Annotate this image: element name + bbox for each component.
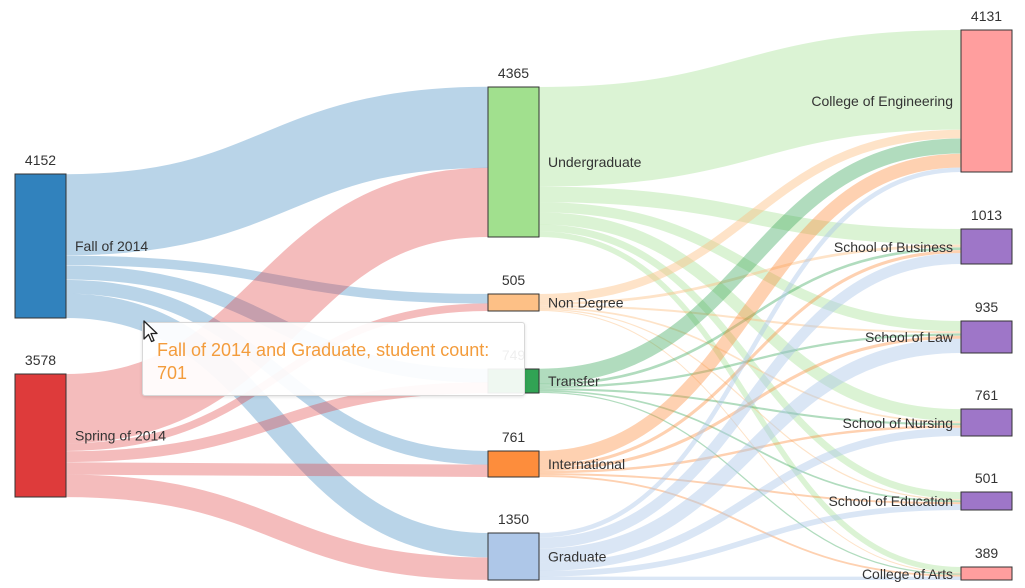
nodes-layer <box>14 29 1013 581</box>
link-transfer-to-nursing[interactable] <box>538 388 962 426</box>
link-undergraduate-to-education[interactable] <box>538 224 962 500</box>
node-fall[interactable] <box>14 173 67 319</box>
node-engineering[interactable] <box>960 29 1013 173</box>
link-undergraduate-to-arts[interactable] <box>538 231 962 573</box>
labels-layer: 4152 Fall of 2014 3578 Spring of 2014 4365 Un… <box>25 8 1002 582</box>
node-label-international: International <box>548 456 625 472</box>
tooltip-text: Fall of 2014 and Graduate, student count… <box>157 340 490 383</box>
link-international-to-arts[interactable] <box>538 475 962 577</box>
node-value-spring: 3578 <box>25 352 56 368</box>
node-arts[interactable] <box>960 566 1013 581</box>
node-value-nursing: 761 <box>975 387 999 403</box>
link-transfer-to-law[interactable] <box>538 333 962 389</box>
node-non-degree[interactable] <box>487 293 540 312</box>
node-label-non-degree: Non Degree <box>548 295 624 311</box>
node-value-engineering: 4131 <box>971 8 1002 24</box>
node-value-fall: 4152 <box>25 152 56 168</box>
node-spring[interactable] <box>14 373 67 498</box>
link-graduate-to-engineering[interactable] <box>538 167 962 538</box>
node-value-arts: 389 <box>975 545 999 561</box>
node-label-undergraduate: Undergraduate <box>548 154 642 170</box>
link-non_degree-to-education[interactable] <box>538 308 962 501</box>
node-value-education: 501 <box>975 470 999 486</box>
node-label-business: School of Business <box>834 239 953 255</box>
link-international-to-business[interactable] <box>538 250 962 468</box>
node-value-law: 935 <box>975 299 999 315</box>
link-fall-to-undergraduate[interactable] <box>65 86 489 256</box>
node-label-arts: College of Arts <box>862 566 953 582</box>
node-international[interactable] <box>487 450 540 478</box>
link-non_degree-to-nursing[interactable] <box>538 307 962 424</box>
tooltip: Fall of 2014 and Graduate, student count… <box>142 322 525 396</box>
link-spring-to-international[interactable] <box>65 462 489 478</box>
node-undergraduate[interactable] <box>487 86 540 238</box>
node-education[interactable] <box>960 491 1013 511</box>
node-business[interactable] <box>960 228 1013 265</box>
link-spring-to-undergraduate[interactable] <box>65 167 489 444</box>
link-transfer-to-business[interactable] <box>538 247 962 387</box>
link-graduate-to-nursing[interactable] <box>538 427 962 571</box>
node-label-graduate: Graduate <box>548 549 607 565</box>
link-non_degree-to-engineering[interactable] <box>538 129 962 303</box>
node-label-law: School of Law <box>865 329 954 345</box>
link-international-to-engineering[interactable] <box>538 153 962 465</box>
link-international-to-nursing[interactable] <box>538 425 962 474</box>
node-label-education: School of Education <box>828 493 953 509</box>
link-undergraduate-to-law[interactable] <box>538 202 962 332</box>
link-fall-to-graduate[interactable] <box>65 293 489 558</box>
node-label-engineering: College of Engineering <box>811 93 953 109</box>
link-non_degree-to-business[interactable] <box>538 244 962 306</box>
link-fall-to-non_degree[interactable] <box>65 255 489 304</box>
link-graduate-to-business[interactable] <box>538 253 962 549</box>
node-label-transfer: Transfer <box>548 373 600 389</box>
node-value-international: 761 <box>502 429 526 445</box>
link-non_degree-to-arts[interactable] <box>538 309 962 574</box>
node-value-non-degree: 505 <box>502 272 526 288</box>
node-label-fall: Fall of 2014 <box>75 238 148 254</box>
links-layer <box>65 30 962 581</box>
link-non_degree-to-law[interactable] <box>538 305 962 334</box>
link-spring-to-graduate[interactable] <box>65 474 489 580</box>
node-value-graduate: 1350 <box>498 511 529 527</box>
link-international-to-education[interactable] <box>538 473 962 505</box>
link-international-to-law[interactable] <box>538 335 962 471</box>
link-transfer-to-engineering[interactable] <box>538 138 962 384</box>
node-value-undergraduate: 4365 <box>498 65 529 81</box>
node-label-spring: Spring of 2014 <box>75 428 166 444</box>
link-graduate-to-law[interactable] <box>538 338 962 563</box>
link-transfer-to-arts[interactable] <box>538 391 962 575</box>
link-undergraduate-to-nursing[interactable] <box>538 212 962 422</box>
link-undergraduate-to-business[interactable] <box>538 186 962 245</box>
node-nursing[interactable] <box>960 408 1013 437</box>
link-graduate-to-education[interactable] <box>538 504 962 577</box>
node-graduate[interactable] <box>487 532 540 581</box>
node-value-business: 1013 <box>971 207 1002 223</box>
node-label-nursing: School of Nursing <box>842 415 953 431</box>
mouse-cursor-icon <box>143 320 158 343</box>
link-transfer-to-education[interactable] <box>538 390 962 503</box>
node-law[interactable] <box>960 320 1013 354</box>
link-undergraduate-to-engineering[interactable] <box>538 30 962 187</box>
